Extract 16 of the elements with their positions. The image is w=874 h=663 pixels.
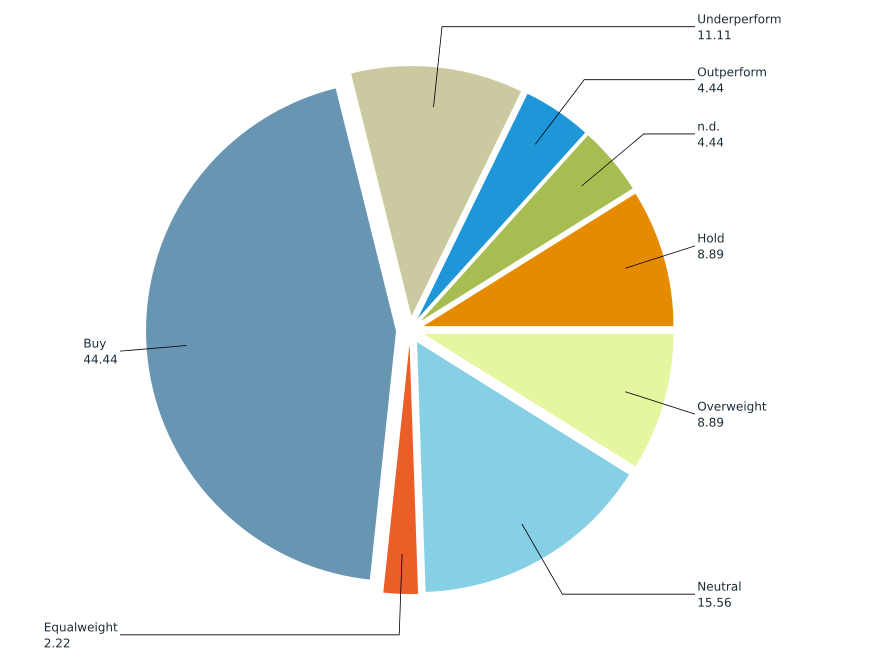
data-label: 2.22	[44, 638, 70, 648]
data-label: 15.56	[698, 598, 731, 607]
data-label: 4.44	[698, 138, 724, 146]
data-label: 4.44	[698, 83, 724, 92]
data-label: 8.89	[698, 418, 724, 427]
data-label: 44.44	[84, 354, 118, 364]
slice-label: Underperform	[698, 14, 780, 26]
slice-label: Hold	[698, 233, 724, 243]
slice-label: Equalweight	[44, 622, 118, 634]
slice-label: Outperform	[698, 67, 766, 79]
slice-label: Buy	[84, 338, 106, 350]
slice-label: Neutral	[698, 582, 740, 591]
slice-label: Overweight	[698, 401, 766, 414]
data-label: 11.11	[698, 30, 731, 40]
slice-label: n.d.	[698, 121, 719, 131]
data-label: 8.89	[698, 249, 724, 259]
